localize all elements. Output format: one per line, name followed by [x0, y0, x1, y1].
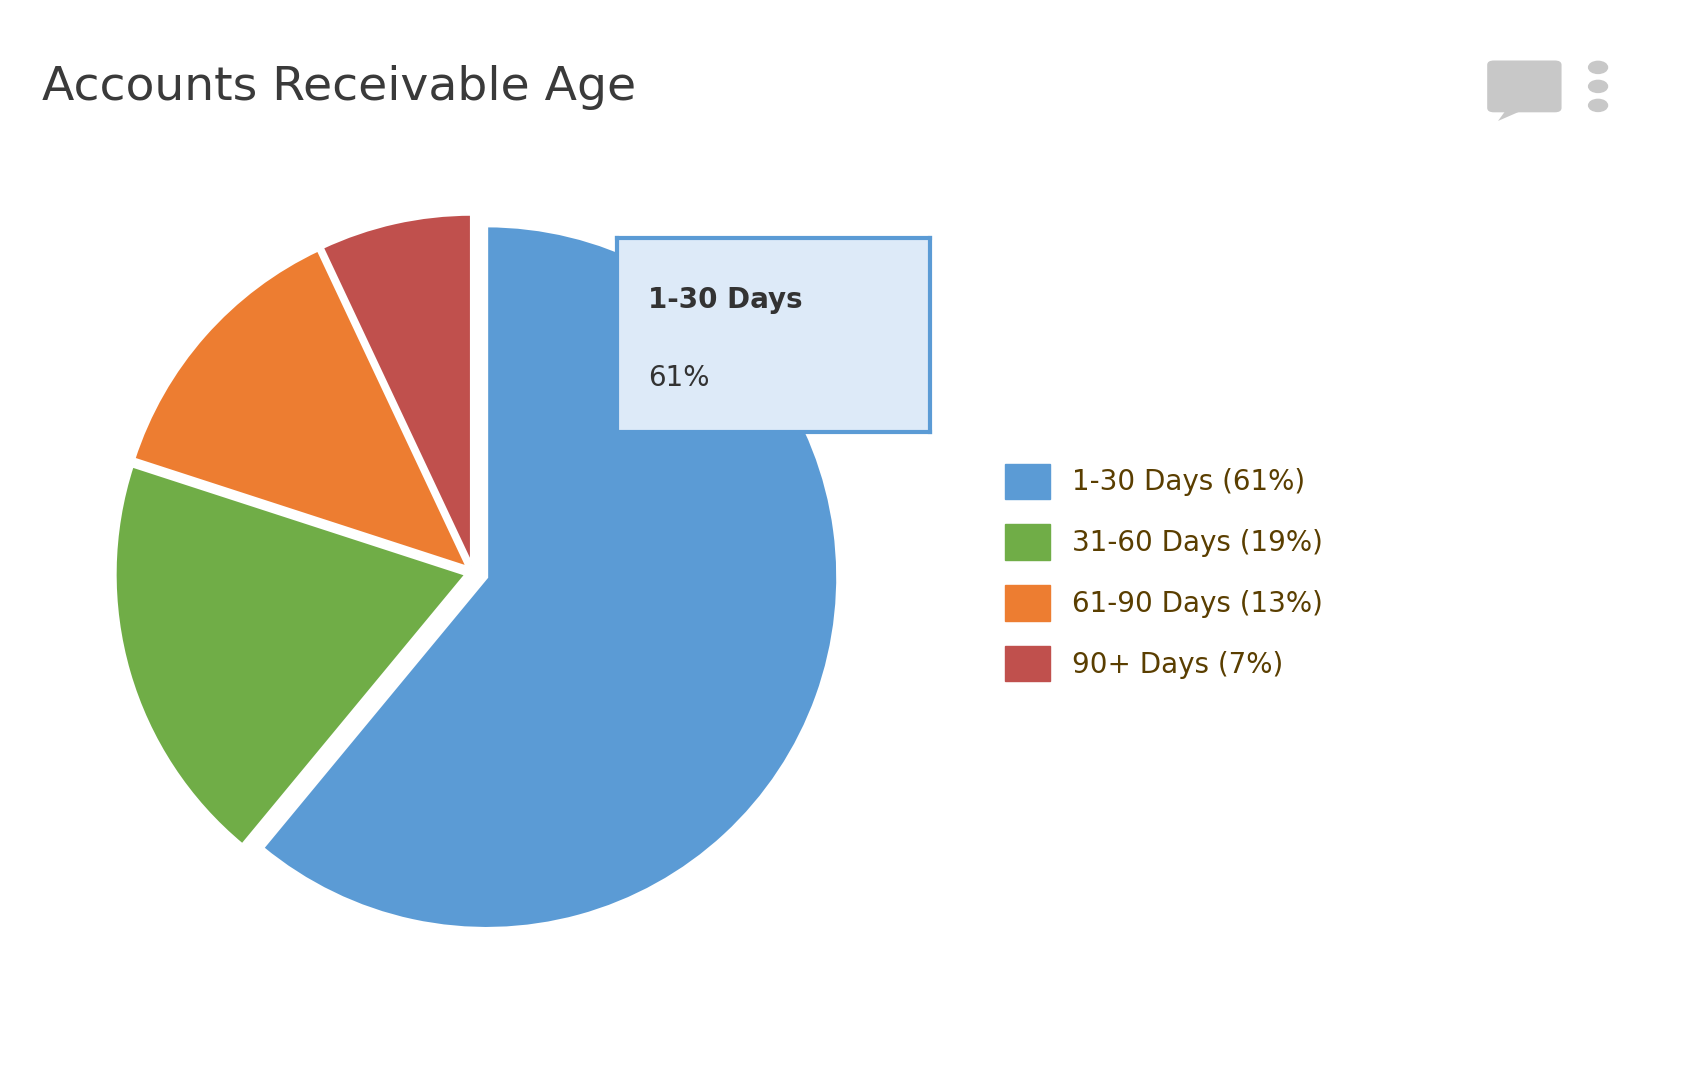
Circle shape: [1588, 62, 1606, 73]
Wedge shape: [115, 465, 466, 846]
Wedge shape: [262, 226, 838, 929]
Wedge shape: [133, 249, 468, 568]
FancyBboxPatch shape: [1486, 60, 1561, 112]
Circle shape: [1588, 99, 1606, 111]
Text: 1-30 Days: 1-30 Days: [649, 286, 802, 314]
Text: Accounts Receivable Age: Accounts Receivable Age: [42, 65, 637, 110]
Legend: 1-30 Days (61%), 31-60 Days (19%), 61-90 Days (13%), 90+ Days (7%): 1-30 Days (61%), 31-60 Days (19%), 61-90…: [993, 453, 1333, 692]
Wedge shape: [323, 214, 471, 566]
Circle shape: [1588, 80, 1606, 93]
Text: 61%: 61%: [649, 364, 709, 392]
Polygon shape: [1496, 108, 1527, 121]
